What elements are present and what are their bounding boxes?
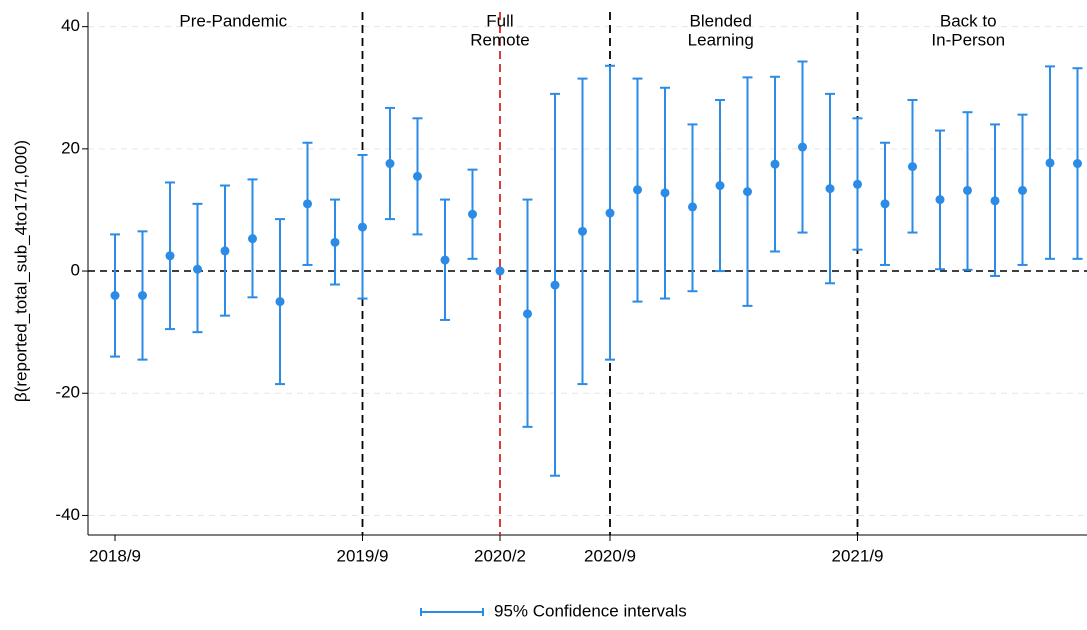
x-tick-label: 2020/2 — [474, 546, 526, 565]
period-label: In-Person — [931, 30, 1005, 49]
point — [523, 309, 532, 319]
point — [550, 280, 560, 290]
period-label: Pre-Pandemic — [179, 11, 287, 30]
point — [853, 179, 862, 189]
x-tick-label: 2018/9 — [89, 546, 141, 565]
x-tick-label: 2019/9 — [337, 546, 389, 565]
point — [275, 297, 285, 307]
legend-label: 95% Confidence intervals — [494, 601, 687, 620]
y-tick-label: 0 — [71, 261, 80, 280]
point — [110, 290, 120, 300]
point — [413, 171, 422, 181]
y-tick-label: 40 — [61, 16, 80, 35]
point — [935, 195, 945, 205]
point — [193, 264, 202, 274]
point — [220, 246, 230, 256]
point — [495, 266, 505, 276]
point — [825, 184, 835, 194]
point — [165, 251, 175, 261]
point — [578, 226, 587, 236]
point — [1045, 158, 1055, 168]
point — [440, 255, 450, 265]
point — [1018, 185, 1027, 195]
point — [880, 199, 890, 209]
point — [468, 209, 477, 219]
y-tick-label: -20 — [55, 383, 80, 402]
point — [770, 159, 780, 169]
point — [1073, 159, 1082, 169]
period-label: Blended — [690, 11, 752, 30]
point — [660, 188, 670, 198]
y-axis-title: β(reported_total_sub_4to17/1,000) — [11, 140, 30, 402]
point — [990, 196, 1000, 206]
period-label: Back to — [940, 11, 997, 30]
point — [358, 222, 367, 232]
x-tick-label: 2021/9 — [832, 546, 884, 565]
point — [715, 181, 725, 191]
point — [688, 202, 697, 212]
point — [385, 159, 395, 169]
period-label: Full — [486, 11, 513, 30]
point — [248, 234, 257, 244]
point — [138, 290, 147, 300]
x-tick-label: 2020/9 — [584, 546, 636, 565]
y-tick-label: 20 — [61, 138, 80, 157]
period-label: Remote — [470, 30, 530, 49]
period-label: Learning — [688, 30, 754, 49]
point — [963, 185, 972, 195]
point — [908, 162, 917, 172]
point — [633, 185, 642, 195]
point — [798, 142, 807, 152]
point — [330, 237, 340, 247]
point — [303, 199, 312, 209]
y-tick-label: -40 — [55, 505, 80, 524]
point — [605, 208, 615, 218]
point — [743, 187, 752, 197]
